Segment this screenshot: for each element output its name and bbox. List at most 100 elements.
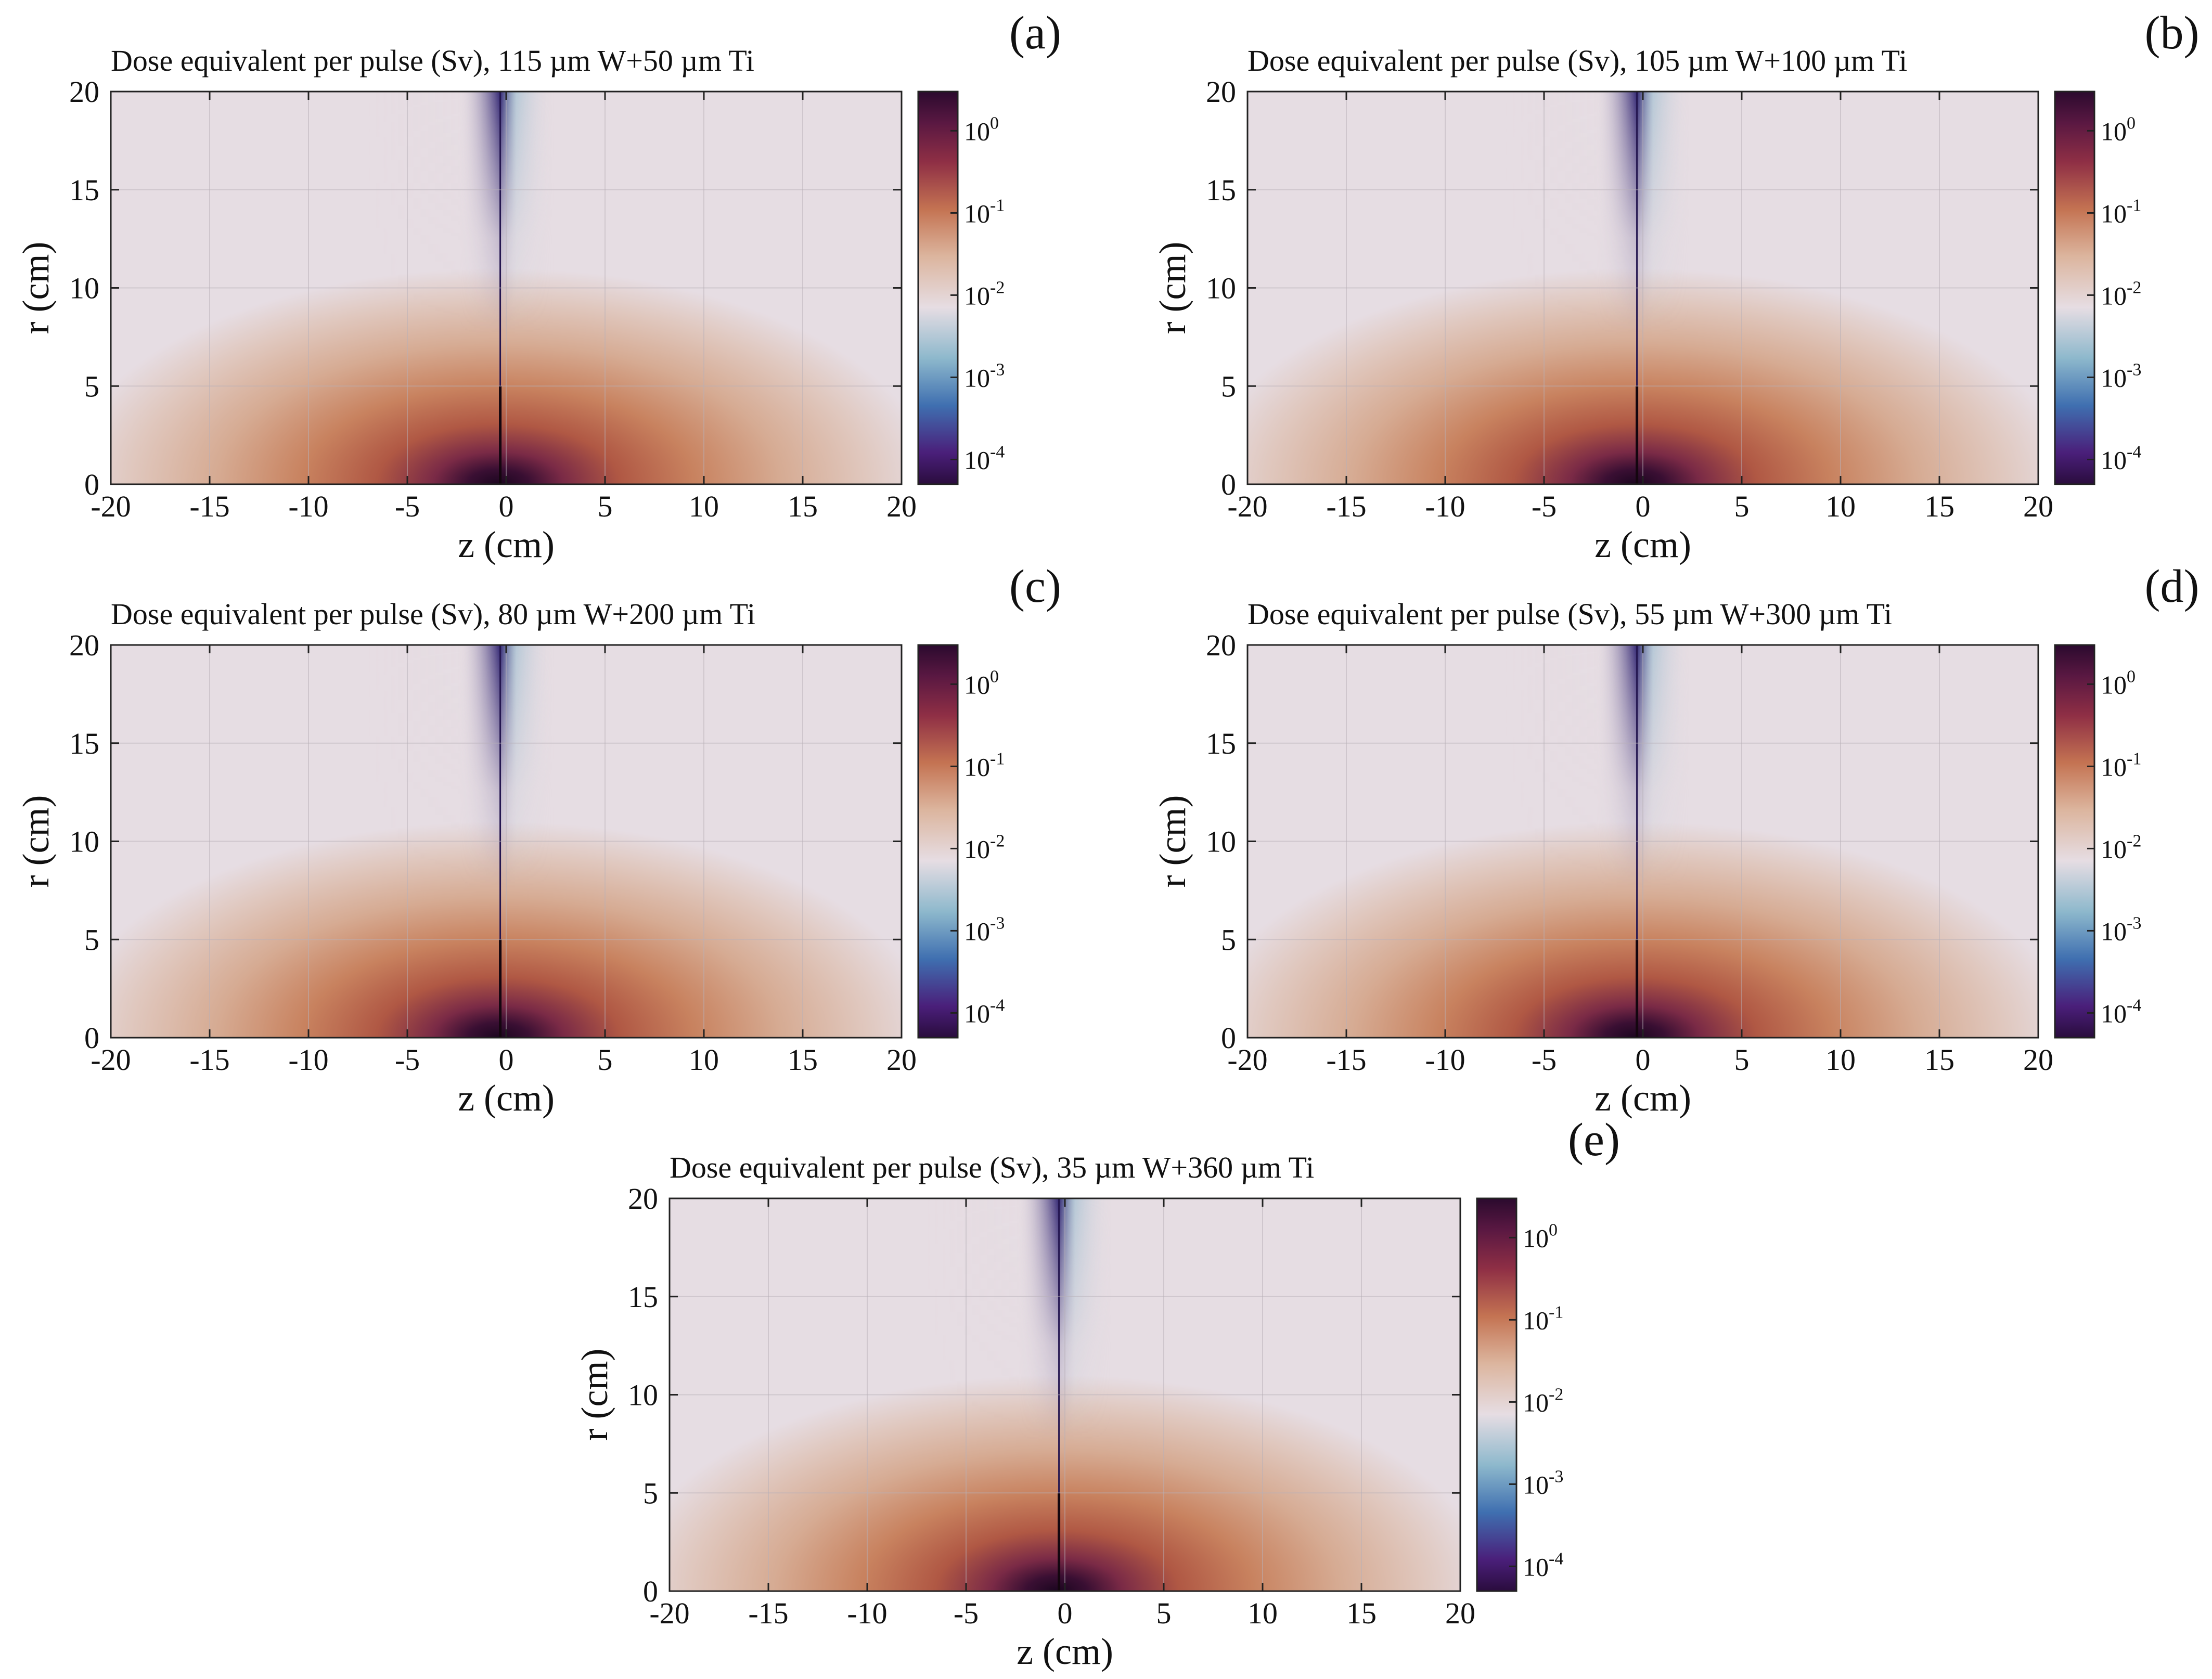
colorbar bbox=[917, 644, 959, 1039]
y-tick-label: 0 bbox=[84, 1021, 99, 1055]
colorbar-tick-label: 10-4 bbox=[2101, 442, 2141, 474]
colorbar-tick-label: 10-3 bbox=[964, 360, 1005, 392]
y-axis-label: r (cm) bbox=[574, 1349, 615, 1441]
x-tick-label: 10 bbox=[689, 1043, 719, 1077]
y-tick-label: 10 bbox=[1206, 272, 1236, 305]
colorbar-tick-label: 10-4 bbox=[964, 996, 1005, 1028]
y-tick-label: 20 bbox=[69, 75, 99, 109]
panel-label: (a) bbox=[1009, 7, 1061, 59]
x-tick-label: 20 bbox=[886, 1043, 917, 1077]
colorbar-tick-label: 10-2 bbox=[964, 278, 1005, 310]
colorbar-tick-label: 10-3 bbox=[2101, 913, 2141, 946]
x-tick-label: -5 bbox=[1532, 1043, 1557, 1077]
x-tick-label: -5 bbox=[1532, 489, 1557, 523]
x-tick-label: -15 bbox=[1326, 489, 1366, 523]
x-tick-label: -10 bbox=[847, 1596, 887, 1630]
y-tick-label: 20 bbox=[69, 628, 99, 662]
colorbar-tick-label: 100 bbox=[2101, 113, 2136, 146]
x-tick-label: 5 bbox=[1734, 489, 1750, 523]
colorbar-tick-label: 10-1 bbox=[964, 749, 1005, 781]
colorbar-tick-label: 10-2 bbox=[2101, 831, 2141, 863]
colorbar-tick-label: 10-1 bbox=[2101, 196, 2141, 228]
x-tick-label: -5 bbox=[954, 1596, 979, 1630]
x-tick-label: 15 bbox=[1346, 1596, 1377, 1630]
x-tick-label: 0 bbox=[1058, 1596, 1073, 1630]
colorbar-tick-label: 100 bbox=[964, 667, 999, 699]
panel-title: Dose equivalent per pulse (Sv), 35 µm W+… bbox=[670, 1151, 1314, 1184]
x-tick-label: 20 bbox=[1445, 1596, 1475, 1630]
x-tick-label: 0 bbox=[499, 489, 514, 523]
panel-label: (e) bbox=[1568, 1114, 1620, 1166]
x-tick-label: -15 bbox=[1326, 1043, 1366, 1077]
y-tick-label: 10 bbox=[69, 272, 99, 305]
x-tick-label: -20 bbox=[1227, 1043, 1267, 1077]
x-tick-label: 15 bbox=[788, 1043, 818, 1077]
y-tick-label: 0 bbox=[643, 1574, 658, 1608]
x-tick-label: 10 bbox=[689, 489, 719, 523]
y-tick-label: 10 bbox=[1206, 825, 1236, 859]
y-tick-label: 15 bbox=[628, 1280, 658, 1314]
x-tick-label: -15 bbox=[189, 489, 229, 523]
x-tick-label: -15 bbox=[748, 1596, 788, 1630]
x-tick-label: 20 bbox=[886, 489, 917, 523]
colorbar-tick-label: 10-3 bbox=[2101, 360, 2141, 392]
x-tick-label: 5 bbox=[598, 489, 613, 523]
x-tick-label: -10 bbox=[1425, 1043, 1465, 1077]
y-tick-label: 15 bbox=[69, 727, 99, 760]
y-axis-label: r (cm) bbox=[1152, 242, 1193, 334]
colorbar-tick-label: 10-4 bbox=[964, 442, 1005, 474]
y-tick-label: 0 bbox=[1221, 468, 1236, 501]
x-tick-label: -20 bbox=[649, 1596, 689, 1630]
x-tick-label: 20 bbox=[2023, 489, 2053, 523]
x-axis-label: z (cm) bbox=[1594, 524, 1691, 565]
colorbar-tick-label: 10-1 bbox=[2101, 749, 2141, 781]
colorbar-tick-label: 10-4 bbox=[2101, 996, 2141, 1028]
x-tick-label: -10 bbox=[288, 1043, 328, 1077]
y-tick-label: 20 bbox=[628, 1182, 658, 1216]
colorbar bbox=[1476, 1197, 1517, 1592]
x-tick-label: 5 bbox=[598, 1043, 613, 1077]
x-tick-label: -10 bbox=[288, 489, 328, 523]
panel-a: Dose equivalent per pulse (Sv), 115 µm W… bbox=[15, 7, 1061, 565]
x-tick-label: 5 bbox=[1156, 1596, 1172, 1630]
y-tick-label: 15 bbox=[1206, 727, 1236, 760]
y-tick-label: 5 bbox=[84, 923, 99, 957]
x-tick-label: 5 bbox=[1734, 1043, 1750, 1077]
x-tick-label: 15 bbox=[788, 489, 818, 523]
x-tick-label: 20 bbox=[2023, 1043, 2053, 1077]
x-tick-label: -15 bbox=[189, 1043, 229, 1077]
x-tick-label: -20 bbox=[91, 1043, 131, 1077]
panel-title: Dose equivalent per pulse (Sv), 80 µm W+… bbox=[111, 597, 755, 631]
colorbar-tick-label: 10-2 bbox=[1523, 1385, 1563, 1417]
y-tick-label: 15 bbox=[69, 173, 99, 207]
colorbar-tick-label: 100 bbox=[1523, 1220, 1558, 1252]
y-tick-label: 10 bbox=[628, 1378, 658, 1412]
colorbar-tick-label: 10-1 bbox=[964, 196, 1005, 228]
colorbar-tick-label: 100 bbox=[2101, 667, 2136, 699]
x-axis-label: z (cm) bbox=[1017, 1631, 1113, 1672]
y-axis-label: r (cm) bbox=[15, 795, 57, 888]
x-tick-label: -5 bbox=[395, 1043, 420, 1077]
y-tick-label: 0 bbox=[84, 468, 99, 501]
colorbar bbox=[2054, 644, 2095, 1039]
panel-label: (b) bbox=[2145, 7, 2200, 59]
y-tick-label: 10 bbox=[69, 825, 99, 859]
panel-c: Dose equivalent per pulse (Sv), 80 µm W+… bbox=[15, 561, 1061, 1119]
panel-label: (d) bbox=[2145, 561, 2200, 612]
x-tick-label: 0 bbox=[499, 1043, 514, 1077]
colorbar-tick-label: 10-3 bbox=[964, 913, 1005, 946]
panel-label: (c) bbox=[1009, 561, 1061, 612]
x-tick-label: -5 bbox=[395, 489, 420, 523]
y-tick-label: 20 bbox=[1206, 75, 1236, 109]
x-axis-label: z (cm) bbox=[458, 1077, 555, 1119]
y-tick-label: 5 bbox=[643, 1476, 658, 1510]
colorbar-tick-label: 10-2 bbox=[2101, 278, 2141, 310]
panel-title: Dose equivalent per pulse (Sv), 105 µm W… bbox=[1248, 44, 1907, 78]
y-axis-label: r (cm) bbox=[1152, 795, 1193, 888]
colorbar bbox=[2054, 91, 2095, 485]
y-tick-label: 0 bbox=[1221, 1021, 1236, 1055]
x-tick-label: 0 bbox=[1636, 1043, 1651, 1077]
x-axis-label: z (cm) bbox=[458, 524, 555, 565]
y-tick-label: 5 bbox=[1221, 923, 1236, 957]
